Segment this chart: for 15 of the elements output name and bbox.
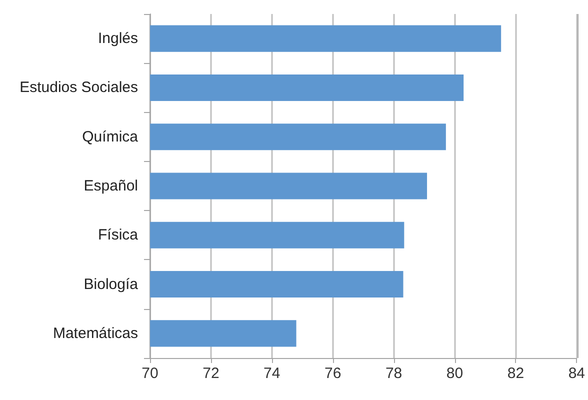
x-tick-label: 70 [142, 365, 158, 382]
y-tick-label: Inglés [98, 30, 138, 48]
x-tick-label: 76 [324, 365, 342, 382]
y-tick-label: Español [84, 178, 138, 194]
x-tick-label: 82 [507, 365, 524, 382]
x-tick-label: 74 [264, 365, 280, 382]
y-tick-label: Química [82, 128, 139, 146]
x-tick-label: 72 [202, 365, 220, 382]
x-tick-label: 80 [446, 365, 464, 382]
y-tick-label: Matemáticas [52, 324, 138, 342]
x-tick-label: 78 [385, 365, 402, 382]
y-tick-label: Estudios Sociales [20, 79, 138, 96]
y-tick-label: Biología [84, 276, 139, 293]
x-tick-label: 84 [568, 365, 585, 382]
y-tick-label: Física [98, 226, 139, 244]
